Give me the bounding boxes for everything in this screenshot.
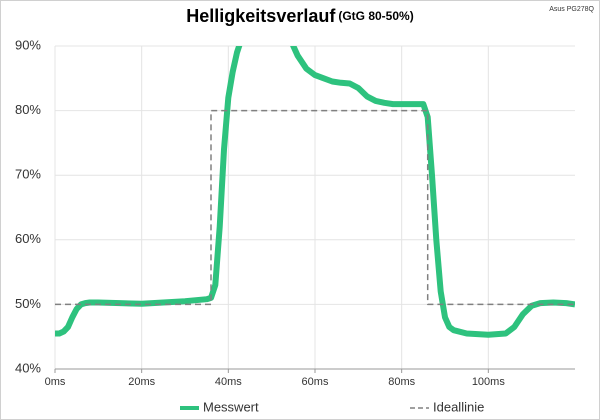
y-tick-label: 70% [15,167,41,182]
x-tick-label: 20ms [128,376,155,388]
series-line [55,46,575,338]
y-tick-label: 90% [15,37,41,52]
legend-label: Ideallinie [433,399,484,414]
plot-area [55,46,575,338]
chart-heading: Helligkeitsverlauf (GtG 80-50%) [186,6,413,26]
legend-label: Messwert [203,399,259,414]
chart-title: Helligkeitsverlauf [186,6,336,26]
series-line [55,109,575,306]
x-tick-label: 0ms [45,376,66,388]
y-tick-label: 80% [15,102,41,117]
x-tick-label: 100ms [472,376,506,388]
y-tick-label: 50% [15,296,41,311]
y-tick-label: 40% [15,360,41,375]
chart-subtitle: (GtG 80-50%) [338,9,413,23]
x-tick-label: 60ms [302,376,329,388]
x-tick-label: 80ms [388,376,415,388]
y-tick-label: 60% [15,231,41,246]
x-tick-label: 40ms [215,376,242,388]
annotation: Asus PG278Q [549,6,594,13]
